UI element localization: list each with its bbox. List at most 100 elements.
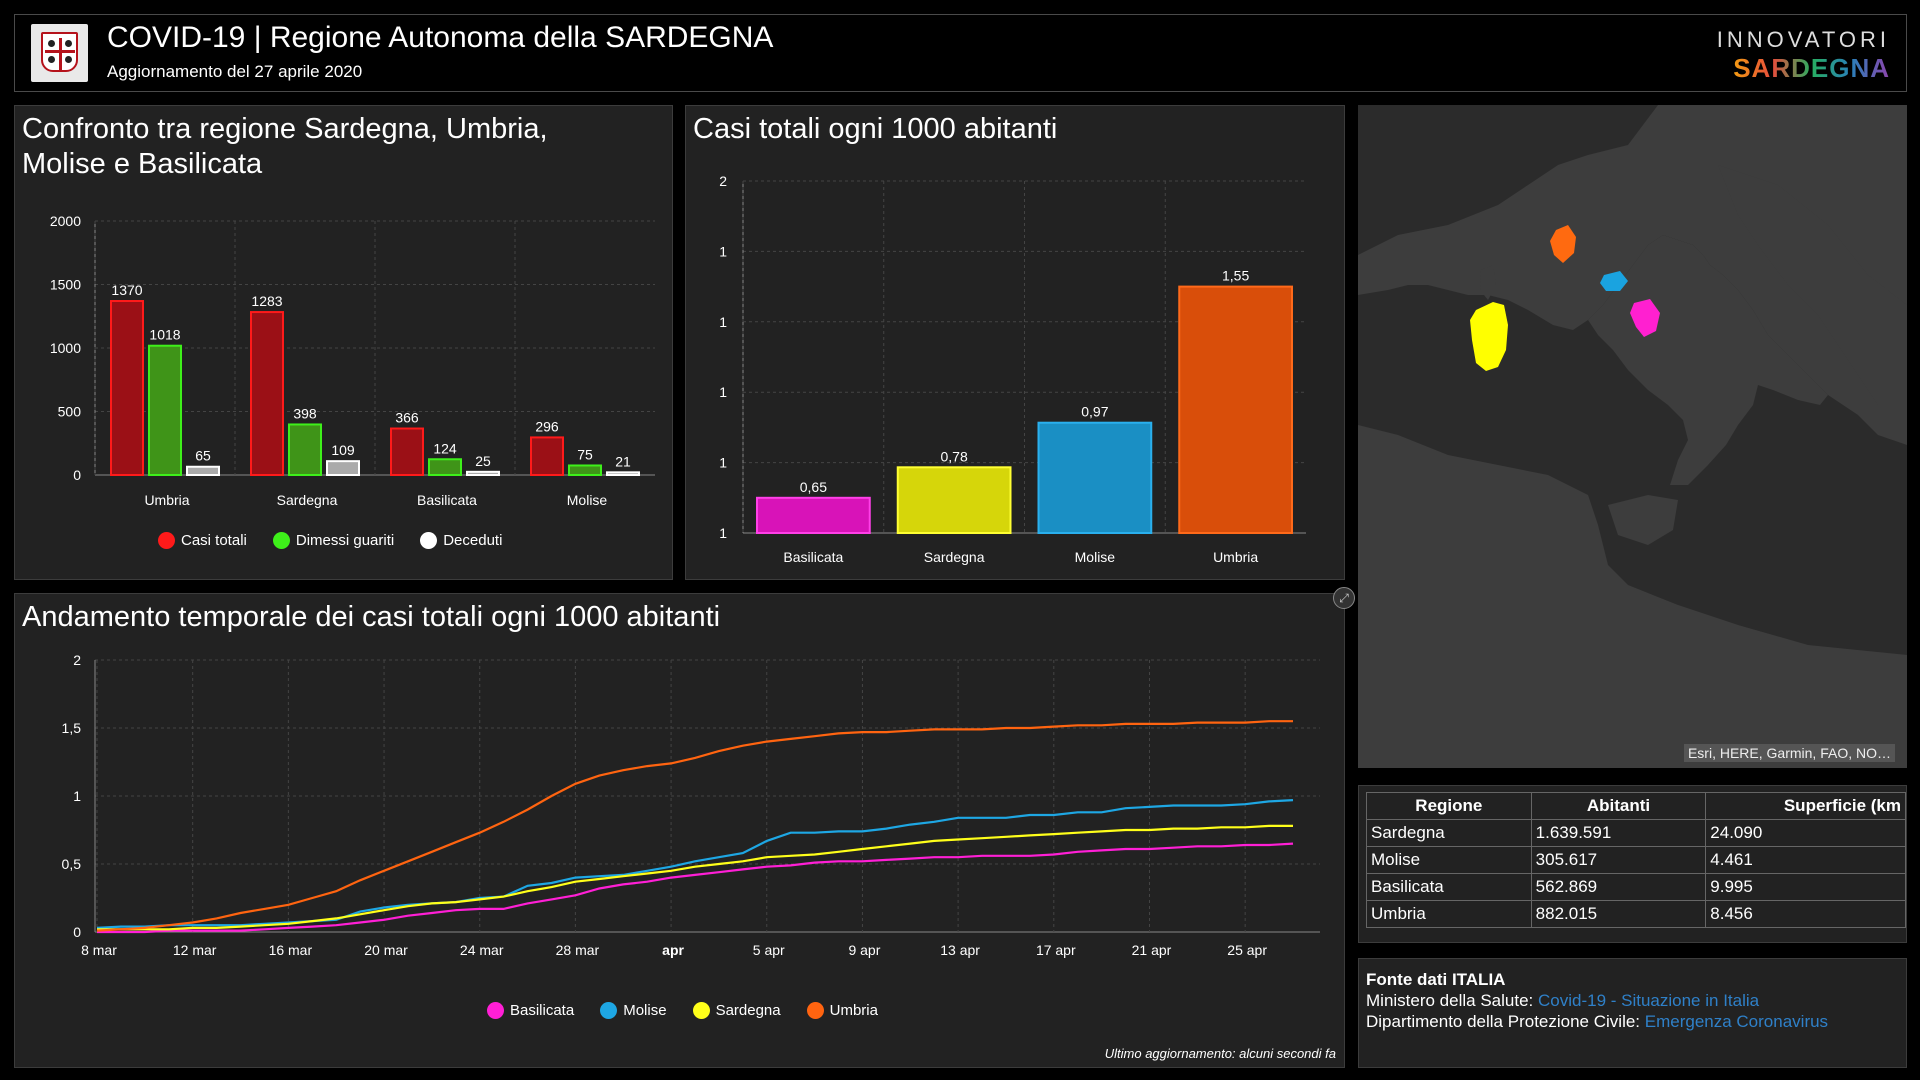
source-link-ministero[interactable]: Covid-19 - Situazione in Italia bbox=[1537, 991, 1760, 1010]
region-molise bbox=[1600, 271, 1628, 291]
bar bbox=[148, 344, 182, 476]
legend-item[interactable]: Basilicata bbox=[487, 1002, 574, 1019]
map-view[interactable]: Esri, HERE, Garmin, FAO, NO… bbox=[1358, 105, 1907, 768]
table-row: Basilicata 562.869 9.995 bbox=[1366, 873, 1906, 901]
y-tick-label: 0 bbox=[73, 467, 81, 483]
x-tick-label: 17 apr bbox=[1036, 942, 1076, 958]
y-tick-label: 1500 bbox=[50, 277, 81, 293]
y-tick-label: 1 bbox=[719, 525, 727, 541]
x-tick-label: 25 apr bbox=[1227, 942, 1267, 958]
chart-legend: Casi totali Dimessi guariti Deceduti bbox=[158, 532, 528, 549]
data-label: 296 bbox=[535, 418, 559, 434]
data-label: 398 bbox=[293, 405, 317, 421]
cases-per-1000-bar-chart[interactable]: 1 1 1 1 1 2 0,65 Basilicata 0,78 Sardegna 0,97 Moli… bbox=[686, 156, 1346, 576]
table-cell: 1.639.591 bbox=[1530, 819, 1707, 847]
legend-item[interactable]: Casi totali bbox=[158, 532, 247, 549]
italy-map[interactable] bbox=[1358, 105, 1907, 768]
region-umbria bbox=[1550, 225, 1576, 263]
table-cell: Basilicata bbox=[1366, 873, 1532, 901]
bar bbox=[1037, 421, 1153, 534]
legend-dot bbox=[600, 1002, 618, 1019]
table-cell: Molise bbox=[1366, 846, 1532, 874]
time-trend-line-chart[interactable]: 00,511,528 mar 12 mar 16 mar 20 mar 24 mar 28… bbox=[15, 644, 1346, 1004]
legend-label: Deceduti bbox=[443, 532, 503, 549]
bar bbox=[466, 470, 500, 477]
data-label: 0,97 bbox=[1081, 404, 1108, 420]
map-attribution[interactable]: Esri, HERE, Garmin, FAO, NO… bbox=[1683, 744, 1895, 762]
chart-title: Andamento temporale dei casi totali ogni… bbox=[22, 601, 721, 633]
y-tick-label: 1 bbox=[719, 314, 727, 330]
x-tick-label: Molise bbox=[1075, 549, 1116, 565]
legend-item[interactable]: Dimessi guariti bbox=[272, 532, 395, 549]
x-tick-label: 16 mar bbox=[269, 942, 313, 958]
source-link-protezione-civile[interactable]: Emergenza Coronavirus bbox=[1644, 1012, 1829, 1031]
legend-label: Casi totali bbox=[181, 532, 247, 549]
table-cell: 882.015 bbox=[1530, 900, 1707, 928]
data-sources-panel: Fonte dati ITALIA Ministero della Salute… bbox=[1358, 958, 1907, 1068]
column-header-area[interactable]: Superficie (km bbox=[1705, 792, 1906, 820]
y-tick-label: 1 bbox=[719, 455, 727, 471]
table-cell: Umbria bbox=[1366, 900, 1532, 928]
table-row: Umbria 882.015 8.456 bbox=[1366, 900, 1906, 928]
legend-label: Sardegna bbox=[715, 1002, 781, 1019]
table-cell: Sardegna bbox=[1366, 819, 1532, 847]
legend-dot bbox=[272, 532, 290, 549]
legend-item[interactable]: Molise bbox=[600, 1002, 667, 1019]
page-title: COVID-19 | Regione Autonoma della SARDEG… bbox=[107, 21, 774, 54]
y-tick-label: 1,5 bbox=[62, 720, 82, 736]
x-tick-label: Sardegna bbox=[277, 492, 338, 508]
legend-item[interactable]: Umbria bbox=[806, 1002, 878, 1019]
map-land-corsica bbox=[1480, 265, 1496, 300]
brand-logo-bottom[interactable]: SARDEGNA bbox=[1733, 53, 1890, 83]
data-label: 25 bbox=[475, 453, 491, 469]
y-tick-label: 0,5 bbox=[62, 856, 82, 872]
legend-label: Molise bbox=[623, 1002, 667, 1019]
map-land-africa bbox=[1358, 425, 1907, 768]
grouped-bar-chart[interactable]: 0 500 1000 1500 2000 Umbria 1370 1018 65 Sardegna… bbox=[15, 201, 674, 561]
table-cell: 305.617 bbox=[1530, 846, 1707, 874]
data-label: 109 bbox=[331, 442, 355, 458]
data-label: 1,55 bbox=[1222, 268, 1249, 284]
x-tick-label: Umbria bbox=[1213, 549, 1258, 565]
table-cell: 562.869 bbox=[1530, 873, 1707, 901]
table-row: Sardegna 1.639.591 24.090 bbox=[1366, 819, 1906, 847]
bar bbox=[756, 496, 871, 534]
bar bbox=[606, 471, 640, 477]
data-label: 0,65 bbox=[800, 479, 827, 495]
x-tick-label: Sardegna bbox=[924, 549, 985, 565]
data-label: 0,78 bbox=[941, 448, 968, 464]
bar bbox=[428, 458, 462, 477]
data-label: 1283 bbox=[251, 293, 282, 309]
last-updated-text: Ultimo aggiornamento: alcuni secondi fa bbox=[1104, 1046, 1336, 1061]
brand-logo-top[interactable]: INNOVATORI bbox=[1716, 27, 1890, 52]
sources-title: Fonte dati ITALIA bbox=[1366, 970, 1506, 989]
update-date: Aggiornamento del 27 aprile 2020 bbox=[107, 62, 363, 81]
series-line-sardegna bbox=[97, 824, 1293, 931]
x-tick-label: Basilicata bbox=[783, 549, 843, 565]
legend-item[interactable]: Sardegna bbox=[692, 1002, 781, 1019]
legend-label: Dimessi guariti bbox=[295, 532, 395, 549]
x-tick-label: Molise bbox=[567, 492, 608, 508]
legend-dot bbox=[692, 1002, 710, 1019]
bar bbox=[530, 436, 564, 477]
map-land-italy bbox=[1588, 235, 1828, 485]
table-row: Molise 305.617 4.461 bbox=[1366, 846, 1906, 874]
legend-item[interactable]: Deceduti bbox=[420, 532, 502, 549]
legend-label: Umbria bbox=[829, 1002, 878, 1019]
source-label: Ministero della Salute: bbox=[1366, 991, 1538, 1010]
y-tick-label: 1 bbox=[73, 788, 81, 804]
column-header-population[interactable]: Abitanti bbox=[1530, 792, 1707, 820]
x-tick-label: Umbria bbox=[144, 492, 189, 508]
data-label: 366 bbox=[395, 410, 419, 426]
table-cell: 4.461 bbox=[1705, 846, 1906, 874]
bar bbox=[288, 423, 322, 476]
table-cell: 9.995 bbox=[1705, 873, 1906, 901]
bar bbox=[110, 300, 144, 477]
column-header-region[interactable]: Regione bbox=[1366, 792, 1532, 820]
x-tick-label: 20 mar bbox=[364, 942, 408, 958]
region-sardegna bbox=[1470, 302, 1508, 371]
region-basilicata bbox=[1630, 299, 1660, 337]
x-tick-label: 13 apr bbox=[940, 942, 980, 958]
data-label: 65 bbox=[195, 448, 211, 464]
expand-icon[interactable]: ⤢ bbox=[1333, 587, 1355, 609]
